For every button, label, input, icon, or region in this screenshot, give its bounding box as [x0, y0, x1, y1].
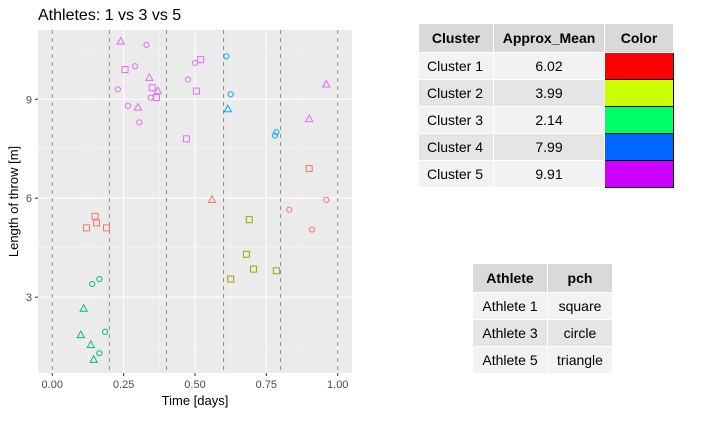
athlete-pch: circle: [547, 319, 613, 347]
athlete-row: Athlete 3 circle: [472, 319, 613, 347]
cluster-row: Cluster 3 2.14: [418, 106, 674, 134]
header-cluster: Cluster: [418, 23, 494, 53]
athlete-table: Athlete pch Athlete 1 square Athlete 3 circ…: [472, 263, 613, 374]
point-triangle: [321, 79, 331, 88]
athlete-row: Athlete 1 square: [472, 292, 613, 320]
point-triangle: [144, 72, 154, 81]
header-athlete: Athlete: [472, 263, 548, 293]
x-tick-label: 0.50: [184, 379, 205, 391]
point-circle: [227, 91, 234, 98]
point-square: [245, 216, 253, 224]
point-circle: [273, 129, 280, 136]
y-tick-label: 9: [26, 94, 32, 106]
point-square: [197, 56, 205, 64]
cluster-name: Cluster 4: [418, 133, 494, 161]
athlete-name: Athlete 1: [472, 292, 548, 320]
point-triangle: [207, 194, 217, 203]
x-tick-label: 0.75: [256, 379, 277, 391]
cluster-row: Cluster 2 3.99: [418, 79, 674, 107]
header-color: Color: [604, 23, 674, 53]
point-circle: [114, 86, 122, 93]
cluster-color-swatch: [604, 52, 674, 80]
point-triangle: [86, 339, 96, 349]
x-axis-ticks: 0.00 0.25 0.50 0.75 1.00: [42, 373, 348, 391]
point-circle: [124, 102, 132, 109]
point-square: [93, 219, 101, 227]
dashed-vertical-lines: [51, 30, 339, 373]
point-circle: [96, 275, 103, 283]
point-square: [152, 94, 160, 102]
y-axis-label: Length of throw [m]: [6, 146, 21, 257]
point-circle: [223, 53, 230, 60]
cluster-color-swatch: [604, 106, 674, 134]
point-circle: [184, 76, 191, 83]
cluster-table: Cluster Approx_Mean Color Cluster 1 6.02 C…: [418, 23, 674, 188]
header-pch: pch: [547, 263, 613, 293]
point-circle: [96, 350, 103, 357]
point-square: [192, 87, 200, 95]
y-tick-label: 3: [26, 292, 32, 304]
cluster-color-swatch: [604, 160, 674, 188]
cluster-name: Cluster 3: [418, 106, 494, 134]
cluster-name: Cluster 2: [418, 79, 494, 107]
cluster-color-swatch: [604, 79, 674, 107]
point-square: [91, 212, 99, 220]
point-triangle: [89, 354, 99, 363]
point-circle: [286, 206, 293, 213]
athlete-name: Athlete 5: [472, 346, 548, 374]
point-square: [103, 224, 111, 232]
point-square: [227, 275, 235, 283]
cluster-row: Cluster 4 7.99: [418, 133, 674, 161]
point-circle: [131, 63, 139, 70]
athlete-pch: triangle: [547, 346, 613, 374]
cluster-row: Cluster 1 6.02: [418, 52, 674, 80]
cluster-table-header: Cluster Approx_Mean Color: [418, 23, 674, 53]
athlete-row: Athlete 5 triangle: [472, 346, 613, 374]
point-circle: [101, 328, 109, 335]
point-circle: [323, 196, 330, 203]
point-circle: [308, 226, 316, 233]
cluster-mean: 7.99: [493, 133, 605, 161]
cluster-mean: 3.99: [493, 79, 605, 107]
athlete-pch: square: [547, 292, 613, 320]
cluster-name: Cluster 1: [418, 52, 494, 80]
athlete-name: Athlete 3: [472, 319, 548, 347]
point-triangle: [223, 104, 233, 113]
chart-title: Athletes: 1 vs 3 vs 5: [38, 7, 181, 24]
data-points: [76, 36, 331, 363]
point-circle: [89, 280, 96, 288]
point-triangle: [76, 330, 86, 339]
point-circle: [271, 132, 279, 139]
y-axis-ticks: 3 6 9: [26, 94, 38, 304]
point-square: [250, 265, 258, 273]
point-triangle: [116, 36, 126, 45]
cluster-row: Cluster 5 9.91: [418, 160, 674, 188]
point-circle: [136, 119, 143, 126]
point-square: [148, 84, 156, 92]
point-triangle: [304, 114, 314, 123]
point-circle: [143, 41, 150, 48]
cluster-mean: 9.91: [493, 160, 605, 188]
point-square: [83, 224, 91, 232]
point-triangle: [133, 102, 143, 111]
cluster-mean: 2.14: [493, 106, 605, 134]
header-approx-mean: Approx_Mean: [493, 23, 605, 53]
cluster-mean: 6.02: [493, 52, 605, 80]
point-triangle: [153, 85, 163, 95]
athlete-table-header: Athlete pch: [472, 263, 613, 293]
cluster-name: Cluster 5: [418, 160, 494, 188]
cluster-color-swatch: [604, 133, 674, 161]
point-square: [305, 165, 313, 173]
x-axis-label: Time [days]: [162, 393, 229, 408]
x-tick-label: 0.00: [42, 379, 63, 391]
point-triangle: [79, 303, 89, 312]
x-tick-label: 0.25: [113, 379, 134, 391]
point-square: [272, 267, 280, 275]
y-tick-label: 6: [26, 193, 32, 205]
point-square: [121, 66, 129, 74]
point-square: [182, 135, 190, 143]
x-tick-label: 1.00: [327, 379, 348, 391]
point-square: [242, 250, 250, 258]
